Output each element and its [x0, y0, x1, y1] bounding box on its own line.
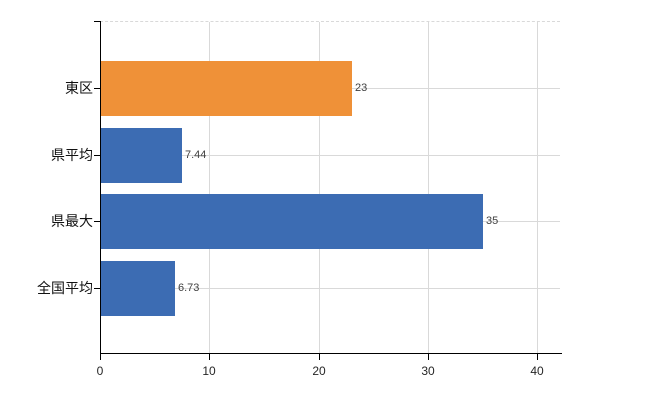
value-label: 6.73	[178, 282, 200, 294]
y-axis-top-tick	[94, 21, 100, 22]
value-label: 23	[355, 82, 368, 94]
value-label: 7.44	[185, 149, 207, 161]
bar-県最大	[101, 194, 483, 249]
x-gridline	[537, 22, 538, 353]
x-gridline	[428, 22, 429, 353]
plot-top-gridline	[100, 21, 560, 22]
x-tick-label: 10	[202, 364, 216, 378]
x-tick-label: 0	[96, 364, 104, 378]
category-label: 全国平均	[37, 280, 93, 296]
x-axis-tick	[319, 354, 320, 360]
x-axis-tick	[537, 354, 538, 360]
category-tick	[94, 155, 100, 156]
bar-東区	[101, 61, 352, 116]
value-label: 35	[486, 215, 499, 227]
x-tick-label: 20	[312, 364, 326, 378]
x-tick-label: 40	[530, 364, 544, 378]
x-axis-tick	[428, 354, 429, 360]
category-tick	[94, 221, 100, 222]
category-gridline	[100, 155, 560, 156]
x-axis-line	[100, 353, 562, 354]
x-axis-tick	[100, 354, 101, 360]
category-label: 県最大	[51, 213, 93, 229]
x-tick-label: 30	[421, 364, 435, 378]
category-label: 県平均	[51, 147, 93, 163]
category-label: 東区	[65, 80, 93, 96]
x-axis-tick	[209, 354, 210, 360]
category-tick	[94, 88, 100, 89]
y-axis-line	[100, 21, 101, 353]
bar-県平均	[101, 128, 182, 183]
category-gridline	[100, 288, 560, 289]
x-gridline	[209, 22, 210, 353]
bar-全国平均	[101, 261, 175, 316]
category-tick	[94, 288, 100, 289]
x-gridline	[319, 22, 320, 353]
